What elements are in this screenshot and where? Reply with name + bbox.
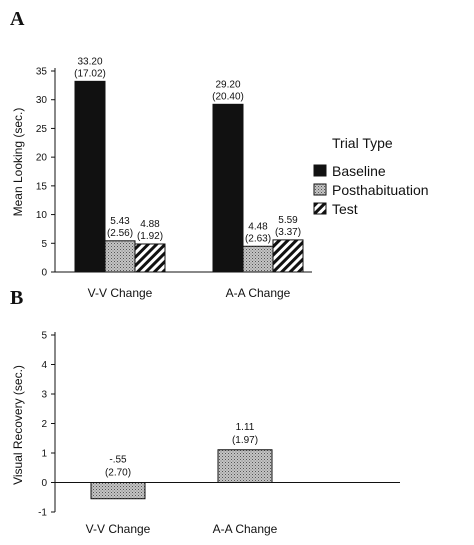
chart-a-y-axis-label: Mean Looking (sec.) — [11, 108, 25, 217]
chart-a-y-tick-label: 15 — [36, 181, 48, 192]
chart-b-value-label: 1.11 — [236, 422, 255, 433]
chart-a-category-label: A-A Change — [226, 286, 291, 300]
chart-b-value-label: -.55 — [109, 455, 127, 466]
chart-a-sd-label: (2.56) — [107, 228, 133, 239]
chart-b-y-tick-label: 3 — [41, 390, 47, 401]
chart-b-bar-a-a-change — [217, 449, 273, 484]
legend-label-baseline: Baseline — [332, 163, 386, 179]
chart-a-bar-baseline-a-a-change — [212, 103, 244, 273]
chart-a-value-label: 5.59 — [278, 215, 298, 226]
chart-b-y-tick-label: 5 — [41, 331, 47, 342]
chart-b-category-label: A-A Change — [213, 522, 278, 536]
chart-a-y-tick-label: 30 — [36, 95, 48, 106]
chart-b-y-tick-label: -1 — [38, 508, 47, 519]
chart-a-bar-posthabituation-a-a-change — [242, 245, 274, 273]
chart-a-y-tick-label: 25 — [36, 124, 48, 135]
chart-a-bar-test-a-a-change — [272, 239, 304, 273]
legend-title: Trial Type — [332, 135, 393, 151]
chart-a-bar-posthabituation-v-v-change — [104, 240, 136, 273]
chart-a-sd-label: (17.02) — [74, 68, 106, 79]
legend: Trial Type Baseline Posthabituation Test — [313, 135, 429, 217]
chart-b-sd-label: (2.70) — [105, 468, 131, 479]
legend-label-posthabituation: Posthabituation — [332, 182, 429, 198]
chart-a-sd-label: (20.40) — [212, 91, 244, 102]
chart-a-value-label: 33.20 — [77, 56, 102, 67]
panel-a-letter: A — [10, 8, 25, 30]
chart-a-value-label: 4.48 — [248, 221, 268, 232]
chart-b-sd-label: (1.97) — [232, 435, 258, 446]
chart-b: -1 0 1 2 3 4 5 -.55 (2.70) V-V Change 1.11 (1.97) A-… — [38, 331, 400, 536]
chart-a-value-label: 29.20 — [215, 79, 240, 90]
chart-a-y-tick-label: 0 — [41, 268, 47, 279]
chart-a-sd-label: (2.63) — [245, 233, 271, 244]
panel-b-letter: B — [10, 287, 23, 309]
chart-b-y-axis-label: Visual Recovery (sec.) — [11, 365, 25, 485]
chart-a-y-tick-label: 20 — [36, 153, 48, 164]
chart-a-sd-label: (1.92) — [137, 231, 163, 242]
chart-a-value-label: 5.43 — [110, 216, 130, 227]
chart-b-bar-v-v-change — [90, 482, 146, 500]
chart-a-bar-baseline-v-v-change — [74, 80, 106, 273]
legend-swatch-test — [313, 202, 327, 215]
chart-a-y-tick-label: 5 — [41, 239, 47, 250]
chart-b-y-tick-label: 0 — [41, 478, 47, 489]
chart-b-y-tick-label: 2 — [41, 419, 47, 430]
chart-a-bar-test-v-v-change — [134, 243, 166, 273]
chart-a: 0 5 10 15 20 25 30 35 33.20(17.02) 5.43(2.56) 4.88… — [36, 56, 312, 300]
chart-a-sd-label: (3.37) — [275, 227, 301, 238]
legend-swatch-baseline — [313, 164, 327, 177]
legend-swatch-posthabituation — [313, 183, 327, 196]
chart-a-value-label: 4.88 — [140, 219, 160, 230]
chart-b-category-label: V-V Change — [86, 522, 151, 536]
chart-a-y-tick-label: 10 — [36, 210, 48, 221]
chart-b-y-tick-label: 4 — [41, 360, 47, 371]
legend-label-test: Test — [332, 201, 358, 217]
chart-b-y-tick-label: 1 — [41, 449, 47, 460]
chart-a-y-tick-label: 35 — [36, 67, 48, 78]
chart-a-category-label: V-V Change — [88, 286, 153, 300]
